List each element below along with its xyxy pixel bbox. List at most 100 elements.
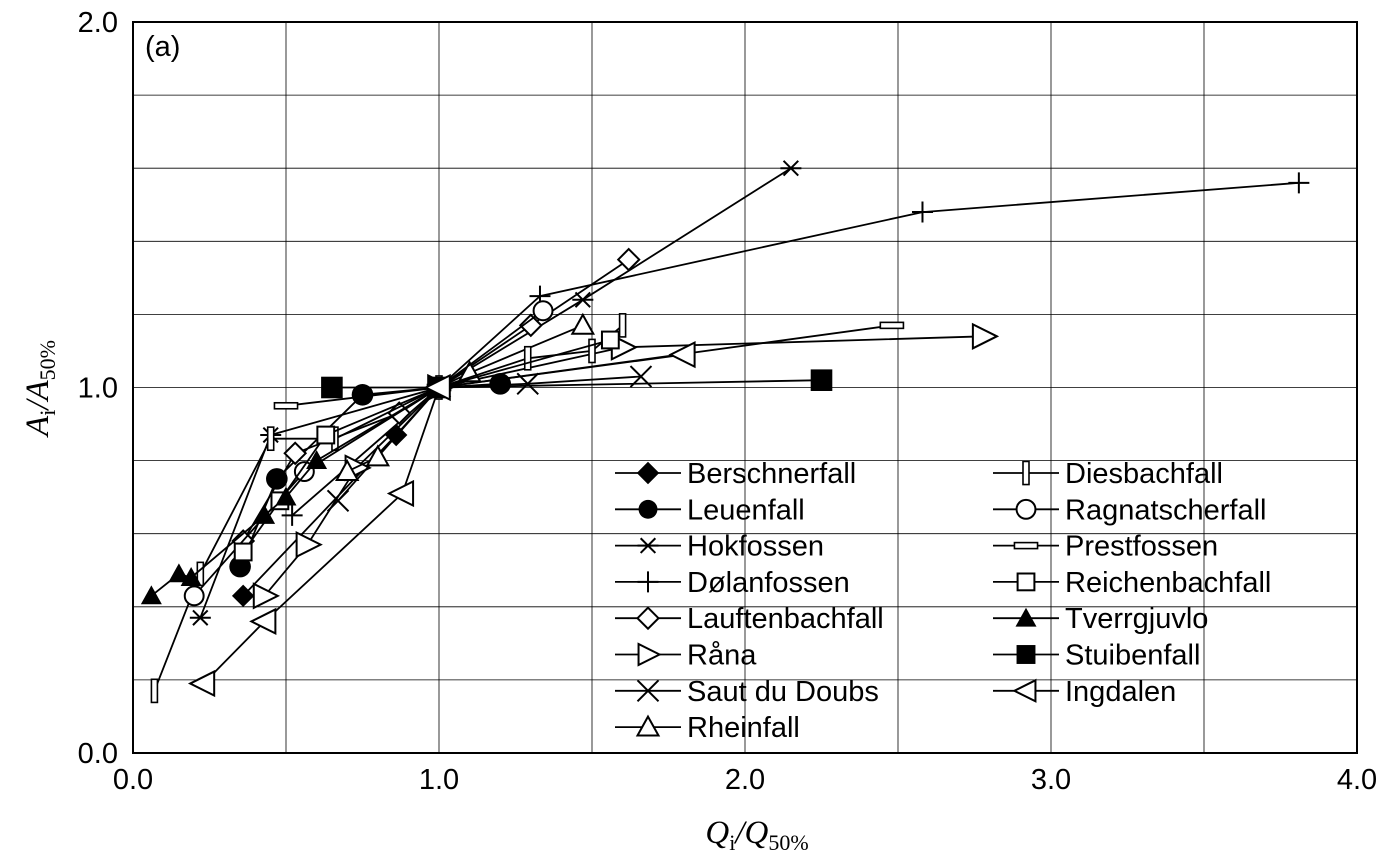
data-point-reichenbachfall (316, 425, 336, 445)
y-axis-label-sep: /A (20, 380, 56, 412)
legend-label: Reichenbachfall (1065, 567, 1271, 599)
data-point-ingdalen (187, 669, 216, 698)
legend-label: Diesbachfall (1065, 458, 1223, 490)
legend-label: Leuenfall (687, 494, 805, 526)
x-tick-label: 3.0 (1031, 764, 1071, 796)
series-line-diesbachfall (153, 324, 624, 692)
data-point-lauftenbachfall (616, 247, 641, 272)
data-point-hokfossen (572, 291, 594, 308)
legend: Berschnerfall Leuenfall Hokfossen Dølanfoss… (615, 458, 1271, 744)
series-leuenfall (229, 373, 512, 578)
data-point-d-lanfossen (281, 504, 303, 526)
data-point-prestfossen (273, 401, 299, 410)
legend-label: Lauftenbachfall (687, 603, 884, 635)
data-point-r-na (971, 322, 1000, 350)
series-prestfossen (273, 321, 905, 410)
legend-item-lauftenbachfall: Lauftenbachfall (615, 603, 884, 635)
legend-marker-ragnatscherfall (1015, 498, 1037, 520)
data-point-ingdalen (423, 373, 451, 402)
series-stuibenfall (321, 369, 833, 399)
legend-item-hokfossen: Hokfossen (615, 531, 824, 563)
legend-label: Ingdalen (1065, 676, 1176, 708)
data-point-d-lanfossen (1288, 172, 1310, 194)
legend-marker-diesbachfall (1022, 460, 1030, 486)
legend-label: Saut du Doubs (687, 676, 879, 708)
data-point-berschnerfall (231, 584, 255, 608)
y-tick-label: 0.0 (78, 738, 118, 770)
data-point-tverrgjuvlo (168, 563, 190, 583)
legend-item-saut-du-doubs: Saut du Doubs (615, 676, 879, 708)
x-axis-label-sub2: 50% (768, 830, 808, 855)
data-point-tverrgjuvlo (275, 486, 297, 506)
legend-marker-tverrgjuvlo (1015, 607, 1037, 627)
data-point-lauftenbachfall (518, 313, 543, 338)
legend-item-berschnerfall: Berschnerfall (615, 458, 856, 490)
legend-item-prestfossen: Prestfossen (993, 531, 1218, 563)
x-axis-label-sub1: i (729, 830, 735, 855)
x-tick-label: 2.0 (725, 764, 765, 796)
x-axis-label-sep: /Q (733, 815, 768, 851)
legend-label: Stuibenfall (1065, 640, 1200, 672)
legend-marker-reichenbachfall (1016, 572, 1036, 592)
y-axis-label: Ai/A50% (20, 340, 60, 438)
series-line-saut-du-doubs (337, 375, 642, 502)
data-point-ragnatscherfall (532, 300, 554, 322)
x-tick-label: 4.0 (1337, 764, 1377, 796)
x-tick-label: 0.0 (113, 764, 153, 796)
data-point-tverrgjuvlo (180, 567, 202, 586)
data-point-r-na (252, 582, 281, 610)
series-r-na (252, 322, 1000, 610)
data-point-prestfossen (879, 321, 905, 330)
series-lauftenbachfall (231, 247, 641, 553)
legend-item-leuenfall: Leuenfall (615, 494, 805, 526)
legend-marker-prestfossen (1013, 541, 1039, 550)
panel-label: (a) (145, 31, 180, 63)
legend-item-rheinfall: Rheinfall (615, 712, 800, 744)
legend-marker-hokfossen (637, 537, 659, 554)
data-point-hokfossen (189, 609, 211, 626)
series-line-ragnatscherfall (193, 309, 544, 597)
data-point-stuibenfall (810, 369, 833, 391)
data-point-reichenbachfall (600, 330, 620, 350)
legend-marker-saut-du-doubs (636, 679, 660, 703)
legend-marker-ingdalen (1012, 678, 1037, 703)
series-ingdalen (187, 340, 696, 698)
y-axis-label-sub2: 50% (35, 340, 60, 380)
legend-marker-leuenfall (638, 499, 658, 519)
data-point-ingdalen (668, 340, 696, 369)
legend-label: Prestfossen (1065, 531, 1218, 563)
x-axis-label-main: Q (705, 815, 729, 851)
y-tick-label: 1.0 (78, 373, 118, 405)
data-point-hokfossen (780, 160, 802, 177)
data-point-lauftenbachfall (283, 441, 308, 466)
series-layer (140, 160, 1310, 704)
data-point-tverrgjuvlo (254, 504, 276, 524)
data-point-saut-du-doubs (326, 489, 350, 513)
data-point-diesbachfall (618, 313, 627, 338)
y-axis-label-main: A (20, 415, 56, 438)
data-point-tverrgjuvlo (306, 450, 328, 469)
legend-marker-r-na (637, 642, 662, 667)
data-point-diesbachfall (150, 678, 159, 704)
legend-marker-stuibenfall (1016, 645, 1036, 664)
legend-label: Hokfossen (687, 531, 824, 563)
data-point-r-na (295, 531, 323, 559)
data-point-diesbachfall (266, 426, 275, 452)
data-point-leuenfall (351, 384, 374, 406)
legend-item-tverrgjuvlo: Tverrgjuvlo (993, 603, 1208, 635)
x-axis-label: Qi/Q50% (705, 815, 808, 855)
legend-item-d-lanfossen: Dølanfossen (615, 567, 850, 599)
data-point-ragnatscherfall (183, 585, 205, 607)
legend-marker-rheinfall (635, 714, 661, 737)
data-point-tverrgjuvlo (140, 585, 162, 605)
legend-label: Råna (687, 640, 757, 672)
data-point-ingdalen (249, 607, 277, 636)
legend-item-diesbachfall: Diesbachfall (993, 458, 1223, 490)
data-point-rheinfall (335, 459, 360, 481)
data-point-stuibenfall (321, 376, 343, 399)
legend-marker-berschnerfall (636, 461, 660, 485)
legend-item-ragnatscherfall: Ragnatscherfall (993, 494, 1267, 526)
data-point-diesbachfall (523, 345, 532, 371)
data-point-rheinfall (570, 312, 596, 335)
